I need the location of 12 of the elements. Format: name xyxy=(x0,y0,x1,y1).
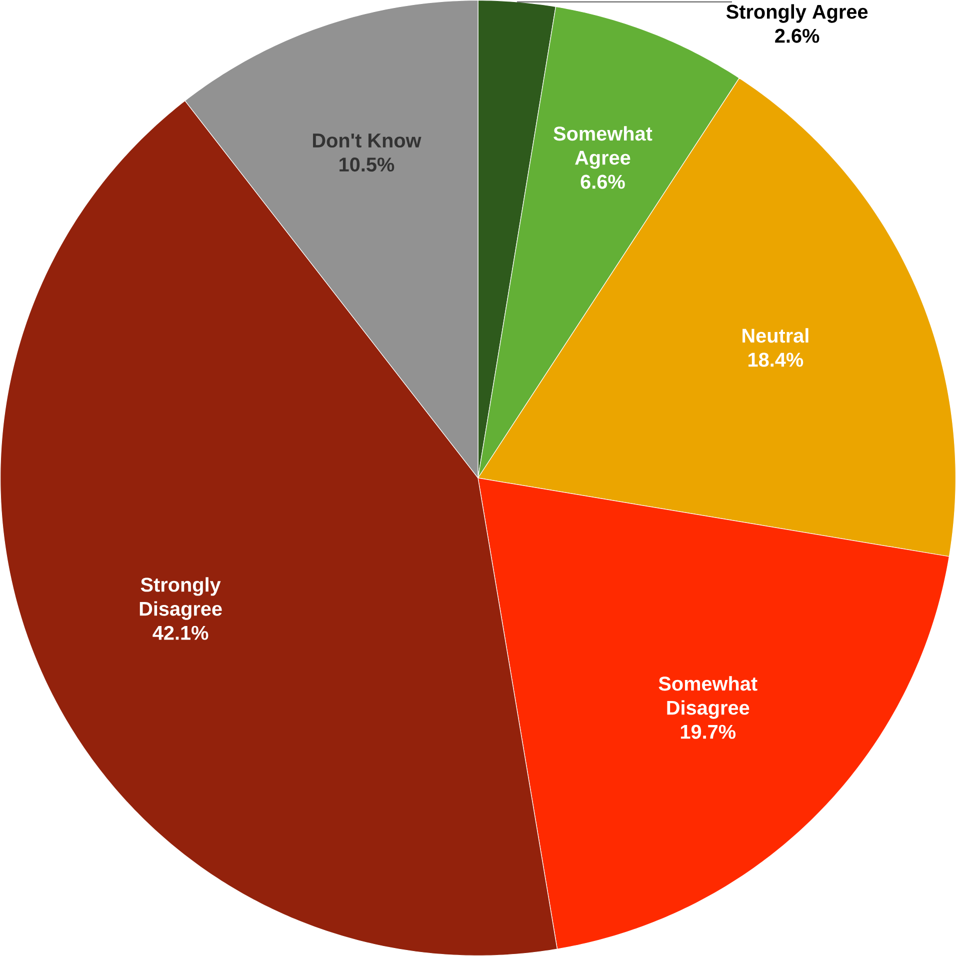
data-label: 19.7% xyxy=(680,724,736,739)
slice-label: Neutral xyxy=(742,328,808,343)
data-label: 42.1% xyxy=(152,626,208,640)
data-label: 2.6% xyxy=(775,28,820,43)
data-label: 6.6% xyxy=(580,174,625,189)
slice-label: Strongly Disagree xyxy=(140,577,222,620)
data-label: 18.4% xyxy=(748,352,804,367)
data-label: 10.5% xyxy=(340,158,394,172)
slice-label: Don't Know xyxy=(313,134,422,148)
slice-label: Strongly Agree xyxy=(726,4,868,23)
slice-label: Somewhat Disagree xyxy=(658,676,758,719)
slice-label: Somewhat Agree xyxy=(554,126,652,169)
